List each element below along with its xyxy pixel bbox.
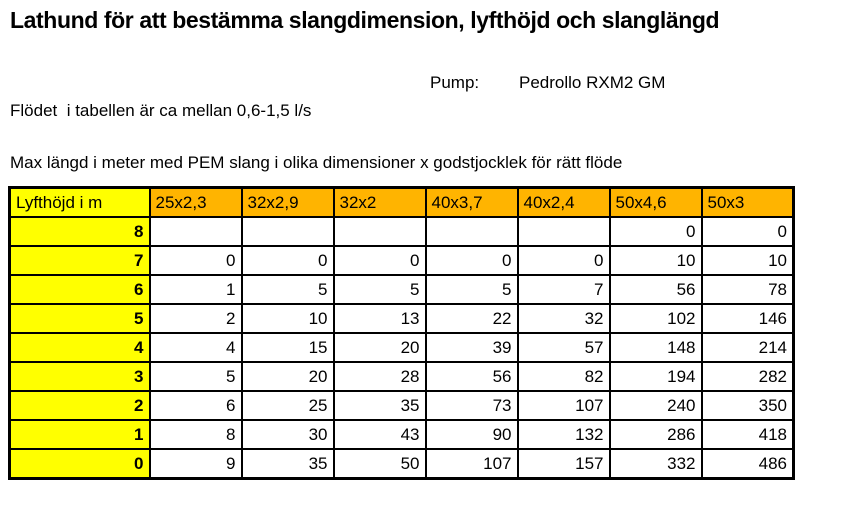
table-row: 3 5 20 28 56 82 194 282: [8, 361, 795, 392]
table-row: 6 1 5 5 5 7 56 78: [8, 274, 795, 305]
table-caption: Max längd i meter med PEM slang i olika …: [10, 153, 623, 172]
table-cell: 2: [148, 303, 243, 334]
table-cell: 4: [148, 332, 243, 363]
table-cell: 146: [700, 303, 795, 334]
table-cell: 22: [424, 303, 519, 334]
column-header-cell: 32x2,9: [240, 186, 335, 218]
table-header-row: Lyfthöjd i m 25x2,3 32x2,9 32x2 40x3,7 40x2,4…: [8, 186, 795, 218]
table-cell: [332, 216, 427, 247]
table-row: 0 9 35 50 107 157 332 486: [8, 448, 795, 480]
table-cell: 15: [240, 332, 335, 363]
table-cell: 10: [608, 245, 703, 276]
table-cell: 7: [516, 274, 611, 305]
table-cell: 5: [148, 361, 243, 392]
table-body: 8 0 0 7 0 0 0 0 0 10 10 6 1 5 5 5 7 56 78 5 2 10 13 22 32 102 146 4…: [8, 216, 795, 480]
table-header: Lyfthöjd i m 25x2,3 32x2,9 32x2 40x3,7 40x2,4…: [8, 186, 795, 218]
table-cell: 10: [700, 245, 795, 276]
table-cell: 0: [424, 245, 519, 276]
table-cell: 10: [240, 303, 335, 334]
hose-length-table: Lyfthöjd i m 25x2,3 32x2,9 32x2 40x3,7 40x2,4…: [8, 186, 795, 480]
table-cell: 1: [148, 274, 243, 305]
table-cell: 0: [700, 216, 795, 247]
table-cell: 240: [608, 390, 703, 421]
table-cell: 0: [516, 245, 611, 276]
table-cell: 28: [332, 361, 427, 392]
column-header-cell: 25x2,3: [148, 186, 243, 218]
table-cell: 214: [700, 332, 795, 363]
table-cell: 107: [424, 448, 519, 480]
row-header-cell: 1: [8, 419, 151, 450]
row-header-cell: 6: [8, 274, 151, 305]
table-cell: 57: [516, 332, 611, 363]
table-cell: 78: [700, 274, 795, 305]
table-row: 7 0 0 0 0 0 10 10: [8, 245, 795, 276]
row-header-cell: 7: [8, 245, 151, 276]
column-header-cell: 50x3: [700, 186, 795, 218]
row-header-cell: 8: [8, 216, 151, 247]
table-cell: [424, 216, 519, 247]
table-row: 5 2 10 13 22 32 102 146: [8, 303, 795, 334]
table-cell: [148, 216, 243, 247]
table-cell: 282: [700, 361, 795, 392]
table-cell: 82: [516, 361, 611, 392]
table-cell: 90: [424, 419, 519, 450]
table-row: 2 6 25 35 73 107 240 350: [8, 390, 795, 421]
page-title: Lathund för att bestämma slangdimension,…: [10, 7, 720, 33]
table-cell: 418: [700, 419, 795, 450]
flow-note: Flödet i tabellen är ca mellan 0,6-1,5 l…: [10, 101, 312, 120]
table-cell: 32: [516, 303, 611, 334]
table-cell: 56: [608, 274, 703, 305]
table-cell: 0: [332, 245, 427, 276]
table-cell: 194: [608, 361, 703, 392]
table-cell: 5: [424, 274, 519, 305]
table-cell: 20: [240, 361, 335, 392]
table-cell: [240, 216, 335, 247]
pump-value: Pedrollo RXM2 GM: [519, 73, 666, 92]
row-header-cell: 0: [8, 448, 151, 480]
pump-label: Pump:: [430, 73, 480, 92]
table-cell: 73: [424, 390, 519, 421]
table-cell: 35: [240, 448, 335, 480]
table-cell: 8: [148, 419, 243, 450]
column-header-cell: 40x2,4: [516, 186, 611, 218]
table-cell: 6: [148, 390, 243, 421]
table-cell: 350: [700, 390, 795, 421]
table-cell: 5: [332, 274, 427, 305]
column-header-cell: 32x2: [332, 186, 427, 218]
table-cell: 486: [700, 448, 795, 480]
row-header-cell: 3: [8, 361, 151, 392]
table-cell: 0: [608, 216, 703, 247]
table-cell: [516, 216, 611, 247]
row-header-cell: 2: [8, 390, 151, 421]
table-cell: 56: [424, 361, 519, 392]
table-row: 4 4 15 20 39 57 148 214: [8, 332, 795, 363]
table-cell: 39: [424, 332, 519, 363]
row-header-column-title: Lyfthöjd i m: [8, 186, 151, 218]
table-cell: 20: [332, 332, 427, 363]
table-cell: 332: [608, 448, 703, 480]
table-cell: 107: [516, 390, 611, 421]
table-cell: 50: [332, 448, 427, 480]
table-cell: 13: [332, 303, 427, 334]
column-header-cell: 40x3,7: [424, 186, 519, 218]
table-cell: 132: [516, 419, 611, 450]
column-header-cell: 50x4,6: [608, 186, 703, 218]
table-cell: 157: [516, 448, 611, 480]
table-cell: 5: [240, 274, 335, 305]
table-row: 1 8 30 43 90 132 286 418: [8, 419, 795, 450]
table-cell: 35: [332, 390, 427, 421]
table-cell: 25: [240, 390, 335, 421]
row-header-cell: 4: [8, 332, 151, 363]
row-header-cell: 5: [8, 303, 151, 334]
table-cell: 9: [148, 448, 243, 480]
table-cell: 43: [332, 419, 427, 450]
table-cell: 0: [240, 245, 335, 276]
table-cell: 286: [608, 419, 703, 450]
table-cell: 0: [148, 245, 243, 276]
table-cell: 148: [608, 332, 703, 363]
table-cell: 30: [240, 419, 335, 450]
table-cell: 102: [608, 303, 703, 334]
